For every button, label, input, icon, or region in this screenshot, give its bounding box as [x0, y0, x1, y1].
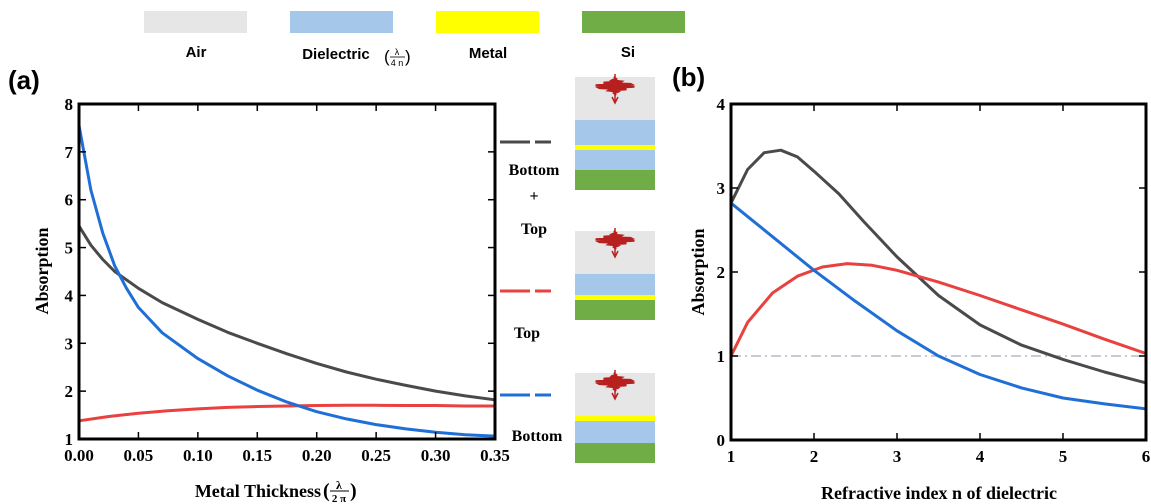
legend-swatch-si: [582, 11, 685, 33]
panel-b-label: (b): [672, 62, 705, 92]
chart-a-y-ticks: 1 2 3 4 5 6 7 8: [65, 95, 495, 449]
svg-text:): ): [405, 47, 411, 66]
series-line-bottom: [729, 201, 1148, 411]
material-legend: Air Dielectric ( λ 4 n ) Metal Si: [144, 11, 685, 68]
light-wave-packet-icon: [594, 228, 636, 259]
legend-label-si: Si: [621, 44, 635, 61]
panel-a-label: (a): [8, 65, 40, 95]
x-tick-label: 2: [810, 447, 819, 466]
layer-si: [575, 300, 655, 320]
y-tick-label: 7: [65, 143, 74, 162]
chart-a-x-ticks: 0.00 0.05 0.10 0.15 0.20 0.25 0.30 0.35: [64, 104, 510, 465]
legend-top-word-label: Top: [521, 221, 547, 238]
y-tick-label: 6: [65, 191, 74, 210]
legend-top-label: Top: [514, 325, 540, 342]
y-tick-label: 4: [717, 95, 726, 114]
chart-a-frame: [77, 102, 497, 441]
dielectric-fraction-num: λ: [395, 47, 400, 57]
x-tick-label: 6: [1142, 447, 1151, 466]
svg-text:): ): [350, 480, 357, 502]
chart-b-x-ticks: 1 2 3 4 5 6: [727, 104, 1151, 466]
x-tick-label: 0.35: [480, 446, 510, 465]
y-tick-label: 2: [717, 263, 726, 282]
x-tick-label: 3: [893, 447, 902, 466]
chart-a-ylabel: Absorption: [32, 227, 52, 314]
layer-dielectric: [575, 120, 655, 145]
legend-swatch-dielectric: [290, 11, 393, 33]
y-tick-label: 0: [717, 431, 726, 450]
chart-a-series-lines: [77, 124, 497, 438]
layer-metal: [575, 416, 655, 421]
chart-a-xlabel-unit-num: λ: [336, 478, 342, 492]
series-line-bottom-top: [77, 224, 497, 402]
y-tick-label: 4: [65, 286, 74, 305]
x-tick-label: 0.30: [421, 446, 451, 465]
chart-b-series-lines: [729, 148, 1148, 411]
x-tick-label: 4: [976, 447, 985, 466]
legend-label-air: Air: [186, 44, 207, 61]
series-line-top: [729, 262, 1148, 358]
chart-b-ylabel: Absorption: [688, 228, 708, 315]
layer-si: [575, 443, 655, 463]
y-tick-label: 1: [65, 430, 74, 449]
svg-text:(: (: [384, 47, 390, 66]
legend-bottom-label: Bottom: [512, 428, 563, 445]
svg-text:(: (: [323, 480, 330, 502]
chart-b-xlabel: Refractive index n of dielectric: [821, 483, 1057, 503]
series-line-bottom: [77, 124, 497, 438]
legend-label-metal: Metal: [469, 45, 507, 62]
series-legend: Bottom + Top Top Bottom: [500, 140, 563, 445]
x-tick-label: 0.25: [361, 446, 391, 465]
x-tick-label: 0.15: [242, 446, 272, 465]
series-line-top: [77, 403, 497, 423]
dielectric-thickness-fraction: ( λ 4 n ): [384, 47, 411, 68]
stack-bottom: [575, 370, 655, 463]
stack-bottom-top: [575, 74, 655, 190]
chart-b-y-ticks: 0 1 2 3 4: [717, 95, 1146, 450]
x-tick-label: 5: [1059, 447, 1068, 466]
y-tick-label: 8: [65, 95, 74, 114]
stack-top: [575, 228, 655, 320]
x-tick-label: 1: [727, 447, 736, 466]
series-legend-line-samples: [500, 140, 551, 397]
layer-metal: [575, 145, 655, 150]
legend-label-dielectric: Dielectric: [302, 46, 370, 63]
x-tick-label: 0.00: [64, 446, 94, 465]
y-tick-label: 2: [65, 382, 74, 401]
legend-swatch-metal: [436, 11, 539, 33]
layer-metal: [575, 295, 655, 300]
chart-a-xlabel: Metal Thickness: [195, 481, 321, 501]
x-tick-label: 0.05: [124, 446, 154, 465]
layer-si: [575, 170, 655, 190]
y-tick-label: 3: [717, 179, 726, 198]
chart-a: 1 2 3 4 5 6 7 8 0.00 0.05 0.10 0.15 0.20 0.25 0.30 0.3…: [32, 95, 510, 504]
legend-plus-label: +: [529, 188, 538, 205]
layer-dielectric: [575, 421, 655, 443]
y-tick-label: 1: [717, 347, 726, 366]
y-tick-label: 3: [65, 334, 74, 353]
x-tick-label: 0.20: [302, 446, 332, 465]
chart-a-xlabel-unit: ( λ 2 π ): [323, 478, 357, 504]
light-wave-packet-icon: [594, 74, 636, 105]
layer-stack-schematics: [575, 74, 655, 463]
y-tick-label: 5: [65, 239, 74, 258]
dielectric-fraction-den: 4 n: [391, 58, 404, 68]
legend-swatch-air: [144, 11, 247, 33]
legend-bottom-top-label: Bottom: [509, 162, 560, 179]
x-tick-label: 0.10: [183, 446, 213, 465]
chart-a-xlabel-unit-den: 2 π: [332, 493, 346, 504]
layer-dielectric: [575, 274, 655, 295]
series-line-bottom-top: [729, 148, 1148, 385]
layer-dielectric: [575, 150, 655, 170]
light-wave-packet-icon: [594, 370, 636, 401]
